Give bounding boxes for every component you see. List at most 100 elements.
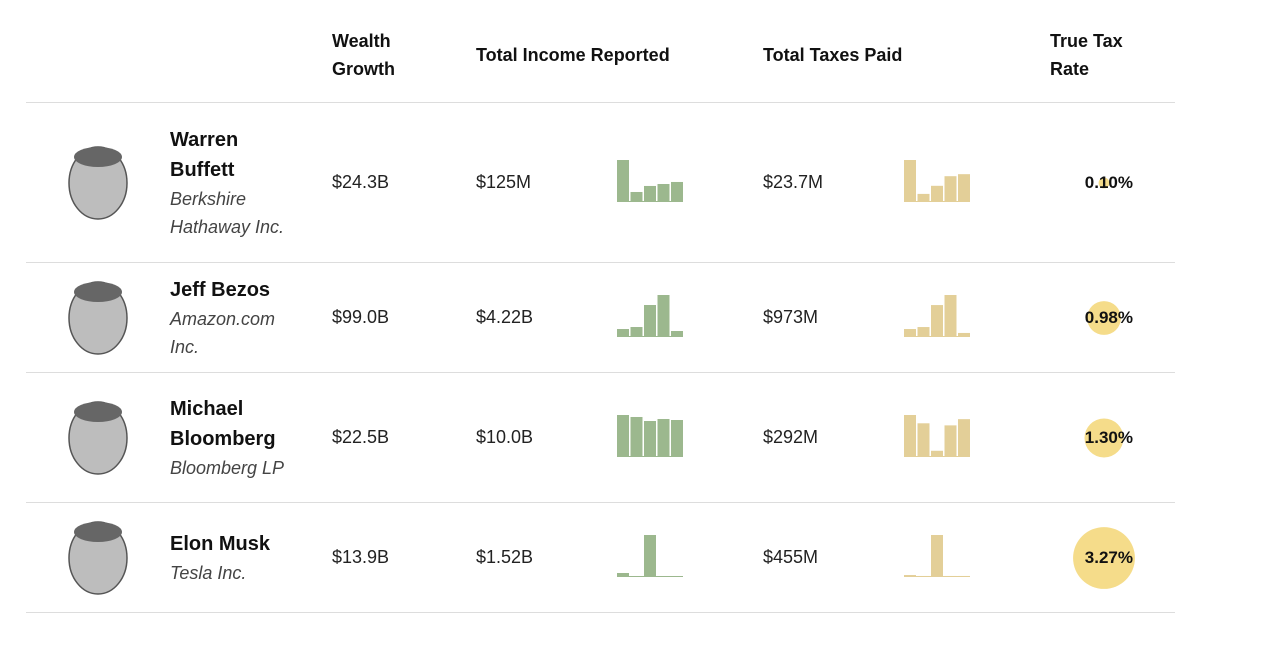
true-tax-rate: 3.27% [1084,547,1133,567]
portrait [68,520,128,595]
income-chart-cell [617,533,763,582]
spark-bar [944,295,957,337]
total-income: $125M [476,172,532,192]
portrait-hair [74,281,122,302]
company-name: Amazon.com Inc. [170,308,276,357]
person-name: Warren Buffett [170,128,239,181]
spark-bar [657,295,670,337]
rate-bubble [1084,418,1124,457]
income-chart-cell [617,158,763,207]
rate-bubble [1098,177,1110,188]
rate-cell: 0.10% [1040,148,1133,218]
portrait [68,400,128,475]
income-chart-cell [617,413,763,462]
portrait [68,145,128,220]
spark-bar [671,181,683,202]
spark-bar [958,332,970,337]
wealth-growth: $24.3B [332,172,390,192]
header-taxes: Total Taxes Paid [763,45,903,65]
spark-bar [904,329,916,337]
company-name: Tesla Inc. [170,562,247,583]
table-row: Jeff Bezos Amazon.com Inc. $99.0B $4.22B $97… [26,263,1175,373]
rate-bubble [1073,526,1135,589]
total-income: $10.0B [476,427,534,447]
rate-bubble-svg [1073,526,1135,589]
spark-bar [644,421,656,457]
spark-bar [931,305,943,337]
sparkline [904,295,970,337]
taxes-chart-cell [904,413,1040,462]
spark-bar [630,327,643,337]
spark-bar [931,185,943,202]
true-tax-rate: 0.10% [1084,172,1133,192]
photo-cell [26,143,170,223]
sparkline [904,160,970,202]
rate-bubble-svg [1084,418,1124,457]
sparkline [904,535,970,577]
portrait [68,280,128,355]
spark-bar [944,425,957,457]
table-row: Elon Musk Tesla Inc. $13.9B $1.52B $455M 3.27… [26,503,1175,613]
sparkline [904,415,970,457]
total-income: $4.22B [476,307,534,327]
total-taxes: $23.7M [763,172,824,192]
taxes-chart-cell [904,293,1040,342]
true-tax-rate: 0.98% [1084,307,1133,327]
sparkline [617,295,683,337]
rate-cell: 3.27% [1040,523,1135,593]
total-taxes: $455M [763,547,819,567]
spark-bar [617,573,629,577]
spark-bar [904,415,916,457]
spark-bar [958,174,970,202]
person-name: Elon Musk [170,532,271,555]
header-rate: True Tax Rate [1050,31,1123,79]
spark-bar [671,419,683,457]
spark-bar [931,535,943,577]
rate-bubble-svg [1087,300,1121,335]
rate-bubble-svg [1098,177,1110,188]
company-name: Berkshire Hathaway Inc. [170,188,285,237]
wealth-growth: $22.5B [332,427,390,447]
wealth-growth: $13.9B [332,547,390,567]
header-wealth: Wealth Growth [332,31,395,79]
spark-bar [657,184,670,202]
sparkline [617,160,683,202]
spark-bar [671,331,683,337]
table: Warren Buffett Berkshire Hathaway Inc. $24… [26,102,1175,613]
total-taxes: $292M [763,427,819,447]
spark-bar [944,176,957,202]
portrait-hair [74,401,122,422]
header-income: Total Income Reported [476,45,670,65]
person-name: Michael Bloomberg [170,397,276,450]
spark-bar [657,418,670,457]
spark-bar [931,450,943,457]
spark-bar [617,160,629,202]
name-cell: Warren Buffett Berkshire Hathaway Inc. [170,125,332,241]
taxes-chart-cell [904,533,1040,582]
total-income: $1.52B [476,547,534,567]
sparkline [617,535,683,577]
photo-cell [26,518,170,598]
photo-cell [26,278,170,358]
spark-bar [644,185,656,202]
true-tax-rate: 1.30% [1084,427,1133,447]
total-taxes: $973M [763,307,819,327]
photo-cell [26,398,170,478]
company-name: Bloomberg LP [170,457,285,478]
spark-bar [617,415,629,457]
spark-bar [917,423,930,457]
name-cell: Jeff Bezos Amazon.com Inc. [170,275,332,361]
table-row: Warren Buffett Berkshire Hathaway Inc. $24… [26,103,1175,263]
rate-cell: 1.30% [1040,403,1133,473]
sparkline [617,415,683,457]
spark-bar [644,305,656,337]
income-chart-cell [617,293,763,342]
spark-bar [917,193,930,202]
rate-bubble [1087,300,1121,335]
portrait-hair [74,146,122,167]
rate-cell: 0.98% [1040,283,1133,353]
spark-bar [617,329,629,337]
name-cell: Elon Musk Tesla Inc. [170,529,332,587]
wealth-growth: $99.0B [332,307,390,327]
